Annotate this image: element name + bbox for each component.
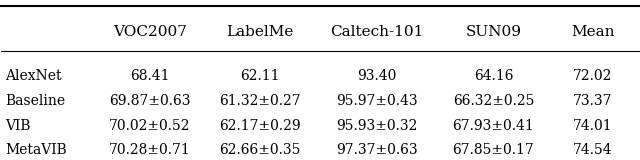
- Text: 73.37: 73.37: [573, 94, 612, 108]
- Text: MetaVIB: MetaVIB: [5, 143, 67, 157]
- Text: 97.37±0.63: 97.37±0.63: [336, 143, 417, 157]
- Text: 70.02±0.52: 70.02±0.52: [109, 119, 191, 132]
- Text: Mean: Mean: [571, 25, 614, 39]
- Text: 61.32±0.27: 61.32±0.27: [219, 94, 301, 108]
- Text: 74.01: 74.01: [573, 119, 612, 132]
- Text: VIB: VIB: [5, 119, 31, 132]
- Text: 62.11: 62.11: [240, 69, 280, 83]
- Text: AlexNet: AlexNet: [5, 69, 61, 83]
- Text: LabelMe: LabelMe: [226, 25, 294, 39]
- Text: 64.16: 64.16: [474, 69, 513, 83]
- Text: VOC2007: VOC2007: [113, 25, 187, 39]
- Text: 69.87±0.63: 69.87±0.63: [109, 94, 191, 108]
- Text: 62.66±0.35: 62.66±0.35: [219, 143, 301, 157]
- Text: 66.32±0.25: 66.32±0.25: [452, 94, 534, 108]
- Text: 62.17±0.29: 62.17±0.29: [219, 119, 301, 132]
- Text: 70.28±0.71: 70.28±0.71: [109, 143, 191, 157]
- Text: Baseline: Baseline: [5, 94, 65, 108]
- Text: 67.93±0.41: 67.93±0.41: [452, 119, 534, 132]
- Text: 95.93±0.32: 95.93±0.32: [336, 119, 417, 132]
- Text: 72.02: 72.02: [573, 69, 612, 83]
- Text: Caltech-101: Caltech-101: [330, 25, 423, 39]
- Text: 74.54: 74.54: [573, 143, 612, 157]
- Text: SUN09: SUN09: [465, 25, 522, 39]
- Text: 93.40: 93.40: [357, 69, 396, 83]
- Text: 68.41: 68.41: [131, 69, 170, 83]
- Text: 67.85±0.17: 67.85±0.17: [452, 143, 534, 157]
- Text: 95.97±0.43: 95.97±0.43: [336, 94, 417, 108]
